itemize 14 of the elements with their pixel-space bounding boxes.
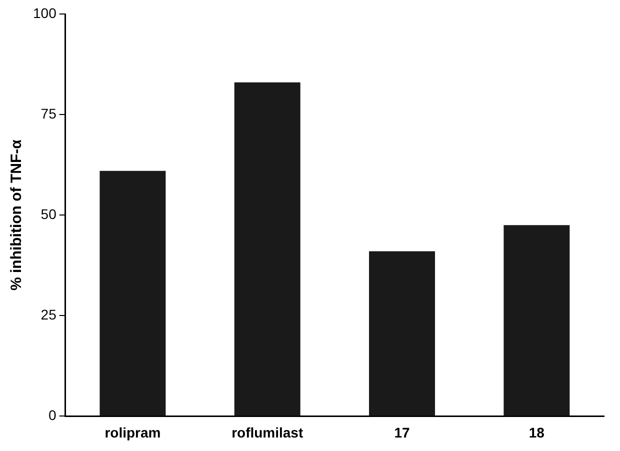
y-tick-label: 50: [40, 206, 57, 222]
y-tick-label: 75: [40, 105, 57, 122]
bar: [100, 170, 166, 416]
y-axis-title: % inhibition of TNF-α: [8, 138, 26, 291]
bar: [504, 225, 570, 416]
y-tick-label: 0: [48, 407, 57, 424]
y-tick-label: 25: [40, 306, 57, 323]
x-tick-label: roflumilast: [232, 424, 304, 440]
x-tick-label: 17: [394, 424, 410, 440]
bar: [234, 82, 300, 416]
x-tick-label: rolipram: [104, 424, 161, 440]
y-tick-label: 100: [33, 4, 57, 21]
bar: [369, 251, 435, 416]
x-tick-label: 18: [528, 424, 545, 440]
